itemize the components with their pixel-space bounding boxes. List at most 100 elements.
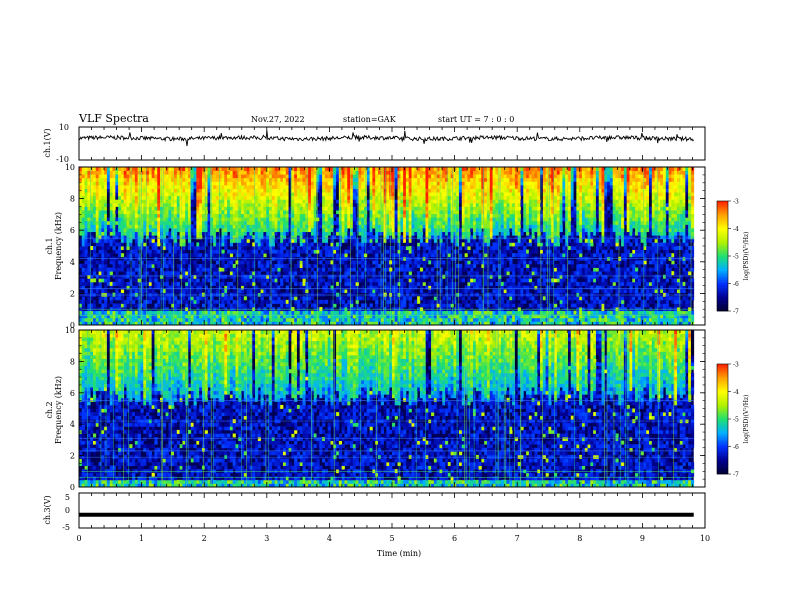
spectrogram-cell: [238, 303, 242, 308]
spectrogram-cell: [280, 213, 284, 218]
spectrogram-cell: [316, 321, 320, 326]
spectrogram-cell: [241, 184, 245, 189]
spectrogram-cell: [263, 317, 267, 322]
spectrogram-cell: [185, 202, 189, 207]
spectrogram-cell: [241, 281, 245, 286]
spectrogram-cell: [310, 274, 315, 279]
spectrogram-cell: [215, 317, 220, 322]
spectrogram-cell: [118, 217, 122, 222]
spectrogram-cell: [394, 296, 398, 301]
spectrogram-cell: [176, 195, 180, 200]
spectrogram-cell: [106, 303, 111, 308]
spectrogram-cell: [316, 188, 320, 193]
spectrogram-cell: [190, 274, 194, 279]
spectrogram-cell: [171, 271, 175, 276]
spectrogram-cell: [84, 310, 88, 315]
spectrogram-cell: [319, 253, 323, 258]
spectrogram-cell: [95, 310, 99, 315]
spectrogram-cell: [425, 167, 429, 171]
spectrogram-cell: [168, 314, 172, 319]
spectrogram-cell: [210, 278, 214, 283]
spectrogram-cell: [319, 184, 323, 189]
spectrogram-cell: [252, 228, 256, 233]
spectrogram-cell: [313, 253, 317, 258]
spectrogram-cell: [151, 278, 155, 283]
spectrogram-cell: [294, 289, 298, 294]
spectrogram-cell: [140, 303, 144, 308]
spectrogram-cell: [190, 167, 194, 171]
spectrogram-cell: [299, 271, 303, 276]
spectrogram-cell: [213, 181, 217, 186]
spectrogram-cell: [310, 217, 315, 222]
spectrogram-cell: [196, 285, 200, 290]
spectrogram-cell: [405, 317, 410, 322]
spectrogram-cell: [324, 310, 329, 315]
spectrogram-cell: [87, 224, 91, 229]
spectrogram-cell: [347, 321, 351, 326]
spectrogram-cell: [291, 181, 295, 186]
spectrogram-cell: [324, 220, 329, 225]
spectrogram-cell: [352, 228, 357, 233]
spectrogram-cell: [414, 170, 418, 175]
spectrogram-cell: [92, 271, 97, 276]
spectrogram-cell: [403, 317, 407, 322]
spectrogram-cell: [375, 195, 379, 200]
spectrogram-cell: [143, 167, 147, 171]
spectrogram-cell: [126, 310, 130, 315]
spectrogram-cell: [308, 281, 312, 286]
spectrogram-cell: [92, 177, 97, 182]
spectrogram-cell: [310, 206, 315, 211]
spectrogram-cell: [235, 192, 239, 197]
spectrogram-cell: [232, 238, 236, 243]
spectrogram-cell: [274, 314, 278, 319]
spectrogram-cell: [255, 167, 259, 171]
spectrogram-cell: [199, 195, 203, 200]
spectrogram-cell: [95, 195, 99, 200]
spectrogram-cell: [383, 195, 387, 200]
spectrogram-cell: [90, 303, 94, 308]
spectrogram-cell: [235, 206, 239, 211]
spectrogram-cell: [238, 199, 242, 204]
spectrogram-cell: [187, 314, 192, 319]
spectrogram-cell: [140, 167, 144, 171]
spectrogram-cell: [227, 296, 231, 301]
spectrogram-cell: [185, 192, 189, 197]
spectrogram-cell: [255, 242, 259, 247]
spectrogram-cell: [204, 174, 208, 179]
spectrogram-cell: [87, 231, 91, 236]
spectrogram-cell: [215, 195, 220, 200]
spectrogram-cell: [118, 231, 122, 236]
spectrogram-cell: [302, 213, 306, 218]
spectrogram-cell: [274, 188, 278, 193]
spectrogram-cell: [302, 170, 306, 175]
spectrogram-cell: [260, 177, 264, 182]
spectrogram-cell: [425, 228, 429, 233]
spectrogram-cell: [101, 260, 105, 265]
spectrogram-cell: [79, 181, 83, 186]
spectrogram-cell: [330, 181, 334, 186]
spectrogram-cell: [151, 289, 155, 294]
spectrogram-cell: [174, 188, 178, 193]
spectrogram-cell: [324, 210, 329, 215]
spectrogram-cell: [263, 220, 267, 225]
spectrogram-cell: [280, 174, 284, 179]
spectrogram-cell: [428, 274, 432, 279]
spectrogram-cell: [274, 170, 278, 175]
spectrogram-cell: [106, 210, 111, 215]
spectrogram-cell: [377, 289, 382, 294]
spectrogram-cell: [316, 228, 320, 233]
spectrogram-cell: [221, 242, 225, 247]
spectrogram-cell: [366, 224, 370, 229]
spectrogram-cell: [120, 310, 125, 315]
spectrogram-cell: [391, 199, 396, 204]
spectrogram-cell: [168, 271, 172, 276]
spectrogram-cell: [229, 246, 234, 250]
spectrogram-cell: [199, 210, 203, 215]
spectrogram-cell: [383, 199, 387, 204]
spectrogram-cell: [391, 263, 396, 268]
spectrogram-cell: [414, 188, 418, 193]
spectrogram-cell: [327, 206, 331, 211]
spectrogram-cell: [358, 267, 362, 272]
spectrogram-cell: [81, 303, 85, 308]
spectrogram-cell: [204, 231, 208, 236]
